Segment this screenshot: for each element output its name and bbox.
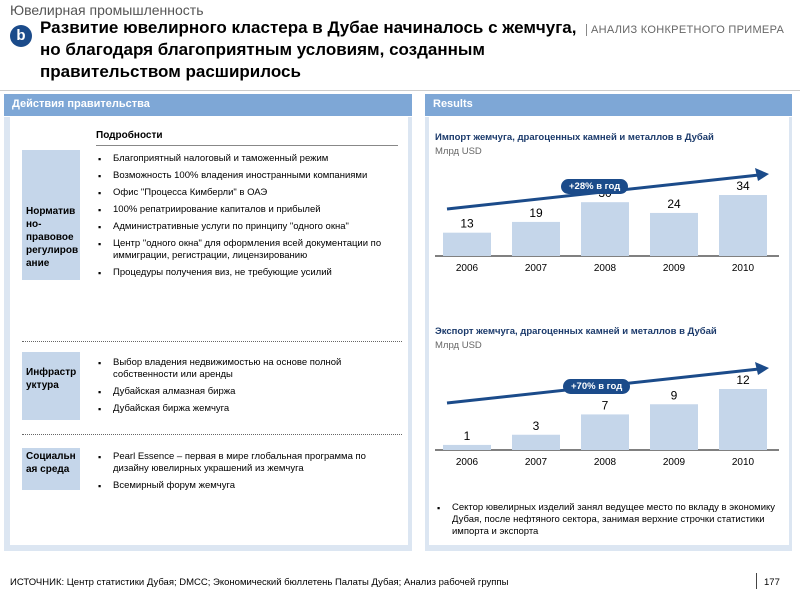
category-social-label: Социальн ая среда [26, 451, 76, 475]
tick-label: 2010 [732, 263, 755, 274]
trend-arrow-head [755, 168, 769, 181]
export-chart: 1 2006 3 2007 7 2008 9 2009 12 2010 [435, 362, 779, 468]
results-header: Results [425, 94, 792, 116]
case-study-label: АНАЛИЗ КОНКРЕТНОГО ПРИМЕРА [586, 24, 784, 36]
category-social: Социальн ая среда [22, 448, 80, 490]
list-item: Pearl Essence – первая в мире глобальная… [96, 451, 396, 475]
bar [443, 444, 491, 450]
bar [650, 404, 698, 450]
import-chart: 132006192007302008242009342010 [435, 168, 779, 274]
data-label: 12 [736, 373, 750, 387]
results-content: Импорт жемчуга, драгоценных камней и мет… [429, 117, 789, 545]
tick-label: 2010 [732, 457, 755, 468]
data-label: 9 [671, 388, 678, 402]
bar [719, 389, 767, 450]
tick-label: 2008 [594, 263, 617, 274]
bar [581, 202, 629, 256]
bar [443, 232, 491, 256]
data-label: 19 [529, 206, 543, 220]
list-item: Процедуры получения виз, не требующие ус… [96, 267, 396, 279]
import-chart-title: Импорт жемчуга, драгоценных камней и мет… [435, 132, 714, 143]
infrastructure-bullets: Выбор владения недвижимостью на основе п… [96, 357, 396, 420]
category-infrastructure-label: Инфрастр уктура [26, 367, 77, 391]
details-header: Подробности [96, 130, 163, 141]
data-label: 13 [460, 217, 474, 231]
page-title: Развитие ювелирного кластера в Дубае нач… [40, 18, 577, 81]
industry-label: Ювелирная промышленность [10, 2, 204, 18]
list-item: Выбор владения недвижимостью на основе п… [96, 357, 396, 381]
tick-label: 2009 [663, 263, 686, 274]
tick-label: 2008 [594, 457, 617, 468]
results-note: Сектор ювелирных изделий занял ведущее м… [435, 502, 780, 543]
regulation-bullets: Благоприятный налоговый и таможенный реж… [96, 153, 396, 284]
list-item: Возможность 100% владения иностранными к… [96, 170, 396, 182]
list-item: 100% репатриирование капиталов и прибыле… [96, 204, 396, 216]
tick-label: 2006 [456, 263, 479, 274]
list-item: Всемирный форум жемчуга [96, 480, 396, 492]
data-label: 7 [602, 398, 609, 412]
list-item: Офис "Процесса Кимберли" в ОАЭ [96, 187, 396, 199]
export-growth-badge: +70% в год [563, 379, 631, 394]
trend-arrow-head [755, 362, 769, 375]
bar [650, 212, 698, 256]
tick-label: 2007 [525, 263, 548, 274]
tick-label: 2009 [663, 457, 686, 468]
import-growth-badge: +28% в год [561, 179, 629, 194]
bar [512, 434, 560, 450]
export-chart-title: Экспорт жемчуга, драгоценных камней и ме… [435, 326, 717, 337]
details-header-rule [96, 145, 398, 146]
data-label: 3 [533, 419, 540, 433]
header-divider [0, 90, 800, 91]
government-actions-content: Подробности Норматив но-правовое регулир… [10, 117, 408, 545]
export-chart-unit: Млрд USD [435, 340, 482, 351]
list-item: Дубайская алмазная биржа [96, 386, 396, 398]
bar [512, 221, 560, 256]
footer-separator [756, 573, 757, 589]
list-item: Благоприятный налоговый и таможенный реж… [96, 153, 396, 165]
bar [581, 414, 629, 450]
bar [719, 195, 767, 256]
list-item: Административные услуги по принципу "одн… [96, 221, 396, 233]
section-divider [22, 434, 402, 435]
tick-label: 2007 [525, 457, 548, 468]
import-chart-unit: Млрд USD [435, 146, 482, 157]
page-number: 177 [764, 577, 780, 588]
data-label: 24 [667, 197, 681, 211]
social-bullets: Pearl Essence – первая в мире глобальная… [96, 451, 396, 497]
list-item: Дубайская биржа жемчуга [96, 403, 396, 415]
list-item: Центр "одного окна" для оформления всей … [96, 238, 396, 262]
category-regulation: Норматив но-правовое регулиров ание [22, 150, 80, 280]
data-label: 1 [464, 429, 471, 443]
list-item: Сектор ювелирных изделий занял ведущее м… [435, 502, 780, 538]
section-divider [22, 341, 402, 342]
government-actions-header: Действия правительства [4, 94, 412, 116]
tick-label: 2006 [456, 457, 479, 468]
category-regulation-label: Норматив но-правовое регулиров ание [26, 206, 79, 269]
category-infrastructure: Инфрастр уктура [22, 352, 80, 420]
section-badge: b [10, 25, 32, 47]
data-label: 34 [736, 179, 750, 193]
source-note: ИСТОЧНИК: Центр статистики Дубая; DMCC; … [10, 577, 509, 588]
